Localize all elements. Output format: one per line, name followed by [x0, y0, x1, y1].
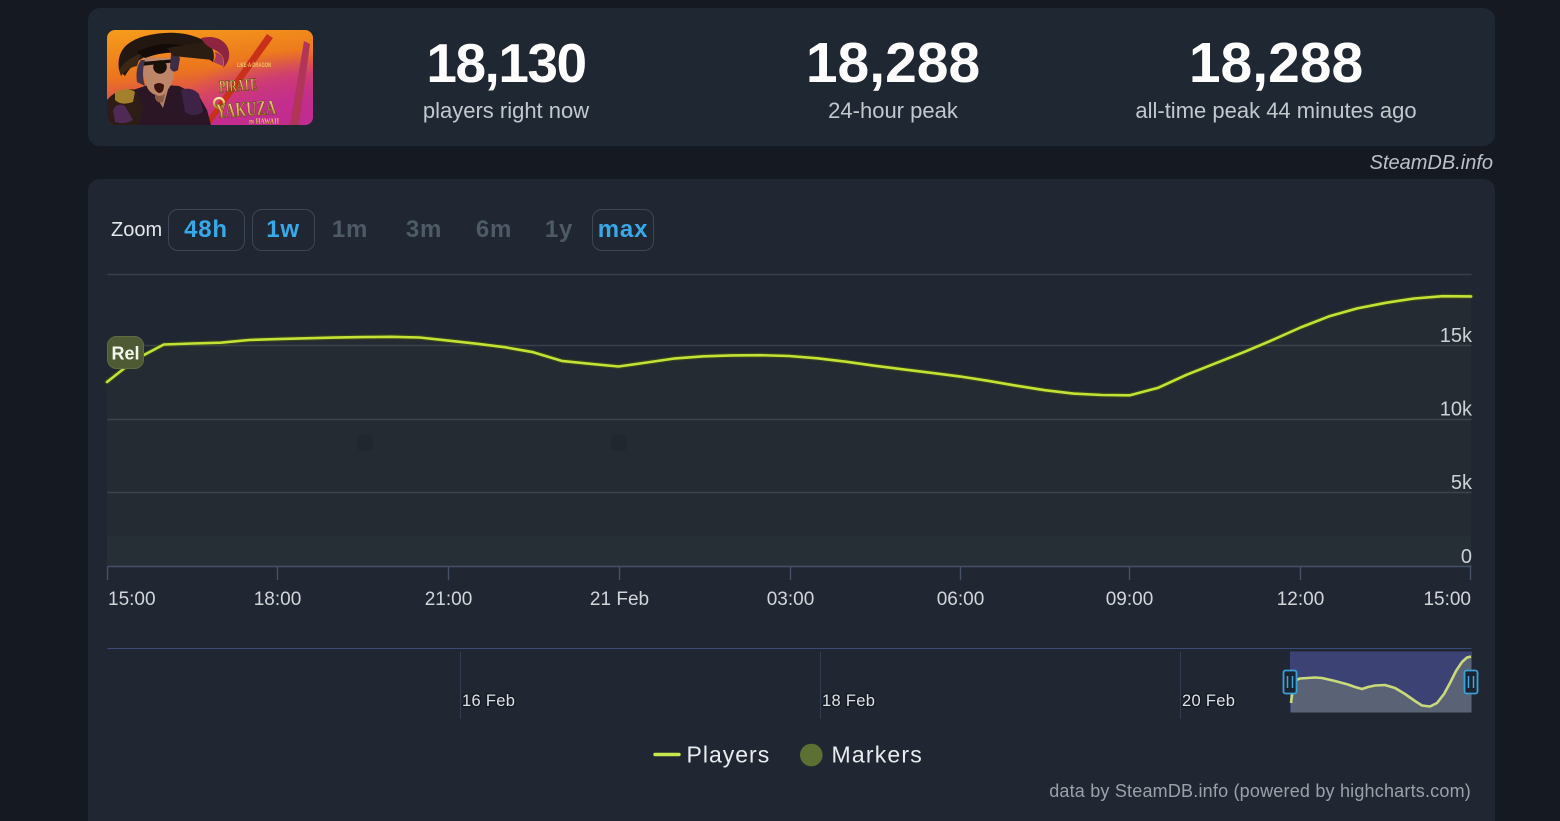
svg-text:15:00: 15:00: [1423, 589, 1471, 610]
svg-text:18 Feb: 18 Feb: [822, 692, 875, 710]
svg-text:PIRATE: PIRATE: [218, 75, 257, 97]
svg-text:16 Feb: 16 Feb: [462, 692, 515, 710]
svg-text:0: 0: [1461, 546, 1472, 568]
svg-text:5k: 5k: [1451, 472, 1473, 494]
svg-text:10k: 10k: [1440, 399, 1473, 421]
svg-text:12:00: 12:00: [1277, 589, 1325, 610]
svg-text:21:00: 21:00: [425, 589, 473, 610]
svg-text:06:00: 06:00: [937, 589, 985, 610]
svg-text:Rel: Rel: [111, 344, 139, 364]
svg-text:Markers: Markers: [832, 742, 923, 768]
svg-text:21 Feb: 21 Feb: [590, 589, 649, 610]
svg-text:ɪɴ HAWAII: ɪɴ HAWAII: [249, 116, 280, 125]
svg-text:15k: 15k: [1440, 325, 1473, 347]
svg-text:YAKUZA: YAKUZA: [215, 95, 277, 123]
svg-text:03:00: 03:00: [767, 589, 815, 610]
svg-text:15:00: 15:00: [108, 589, 156, 610]
svg-text:09:00: 09:00: [1106, 589, 1154, 610]
svg-text:20 Feb: 20 Feb: [1182, 692, 1235, 710]
svg-text:Players: Players: [687, 742, 771, 768]
svg-text:data by SteamDB.info (powered: data by SteamDB.info (powered by highcha…: [1049, 781, 1471, 801]
svg-text:LIKE·A·DRAGON: LIKE·A·DRAGON: [237, 63, 271, 69]
svg-text:18:00: 18:00: [254, 589, 302, 610]
